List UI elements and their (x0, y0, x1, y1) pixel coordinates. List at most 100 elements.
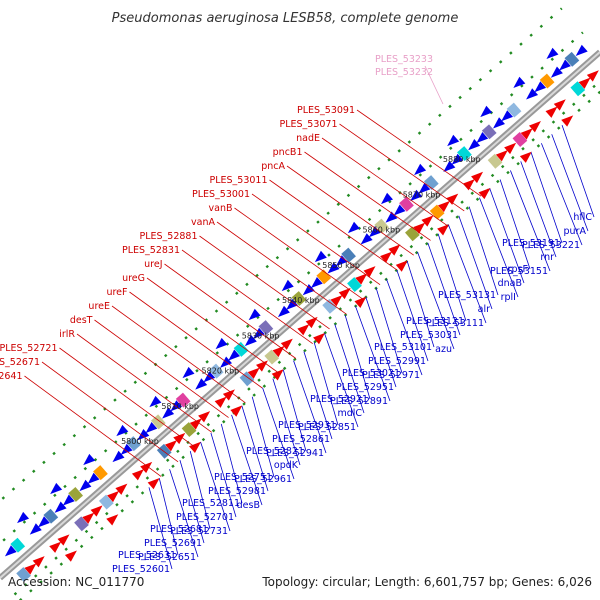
reverse-gene-51-shape (418, 182, 431, 194)
reverse-gene-7 (54, 501, 67, 513)
reverse-leader-10 (468, 206, 499, 296)
reverse-leader-33 (231, 414, 263, 506)
reverse-label-9: rplI (501, 292, 516, 303)
map-title: Pseudomonas aeruginosa LESB58, complete … (112, 11, 459, 26)
reverse-label-13: PLES_53121 (406, 316, 464, 327)
forward-gene-59 (495, 150, 508, 162)
reverse-label-27: PLES_52941 (266, 448, 324, 459)
forward-gene-22 (189, 418, 202, 430)
reverse-gene-outer-8 (50, 482, 63, 495)
reverse-label-23: mdlC (337, 408, 362, 419)
forward-label-2: PLES_53071 (279, 119, 337, 130)
reverse-label-15: azu (435, 344, 452, 355)
forward-label-6: PLES_53011 (209, 175, 267, 186)
reverse-gene-65-shape (534, 80, 547, 93)
forward-box-41-shape (346, 276, 363, 293)
forward-gene-outer-65 (561, 115, 574, 127)
forward-label-4: pncB1 (273, 147, 303, 158)
forward-gene-26 (222, 389, 235, 401)
forward-gene-19-shape (165, 440, 178, 452)
forward-gene-45-shape (380, 251, 393, 263)
forward-box-58-shape (487, 153, 504, 170)
forward-gene-10 (90, 505, 103, 517)
reverse-leader-22 (344, 315, 371, 400)
reverse-box-49-shape (398, 196, 415, 213)
reverse-label-4: PLES_53191 (502, 238, 560, 249)
reverse-box-29-shape (233, 341, 250, 358)
forward-leader-14 (129, 291, 263, 389)
reverse-gene-31-shape (253, 327, 266, 339)
forward-gene-outer-5-shape (64, 550, 77, 562)
forward-leader-5 (286, 165, 414, 256)
reverse-gene-55-shape (451, 153, 464, 165)
reverse-gene-outer-4-shape (17, 511, 30, 524)
forward-gene-40 (338, 287, 351, 300)
reverse-gene-24 (195, 378, 208, 390)
forward-leader-4 (304, 151, 431, 241)
forward-gene-2-shape (24, 563, 37, 575)
forward-gene-62-shape (520, 128, 533, 140)
reverse-gene-47-shape (385, 211, 398, 223)
forward-gene-outer-35 (313, 332, 326, 345)
reverse-label-36: PLES_52731 (170, 526, 228, 537)
forward-gene-32-shape (272, 345, 285, 358)
reverse-box-9 (67, 486, 84, 503)
forward-gene-65-shape (545, 106, 558, 118)
reverse-box-36 (290, 290, 308, 307)
reverse-leader-21 (355, 306, 391, 402)
forward-leader-10 (199, 235, 330, 330)
forward-gene-outer-65-shape (561, 115, 574, 127)
reverse-gene-44 (360, 233, 373, 245)
reverse-box-66 (539, 72, 556, 90)
reverse-gene-37 (302, 284, 315, 296)
reverse-label-26: PLES_52861 (272, 434, 330, 445)
reverse-label-2: purA (564, 226, 587, 237)
forward-gene-59-shape (495, 150, 508, 162)
reverse-gene-outer-28 (215, 337, 228, 350)
reverse-label-14: PLES_53031 (400, 330, 458, 341)
reverse-gene-outer-32 (248, 308, 261, 321)
reverse-box-69 (563, 51, 581, 68)
reverse-box-62-shape (505, 101, 523, 119)
forward-gene-outer-20 (189, 441, 201, 453)
forward-gene-outer-60 (519, 151, 532, 163)
forward-gene-outer-60-shape (519, 151, 532, 163)
forward-gene-39-shape (330, 295, 343, 307)
reverse-leader-4 (530, 152, 563, 244)
reverse-gene-41-shape (335, 255, 348, 267)
reverse-box-56-shape (456, 145, 473, 162)
reverse-leader-14 (427, 242, 461, 336)
summary-text: Topology: circular; Length: 6,601,757 bp… (261, 575, 592, 589)
forward-gene-69-shape (578, 77, 591, 89)
reverse-gene-34-shape (277, 305, 290, 318)
reverse-box-46 (373, 217, 390, 235)
reverse-label-35: PLES_52701 (176, 512, 234, 523)
forward-gene-65 (545, 106, 558, 118)
forward-gene-3-shape (32, 556, 45, 568)
label-leader-lines (24, 65, 595, 570)
reverse-gene-50 (410, 189, 423, 202)
reverse-leader-41 (148, 487, 173, 570)
reverse-gene-20 (162, 407, 175, 419)
reverse-gene-48 (393, 204, 406, 216)
forward-leader-1 (356, 109, 482, 197)
forward-label-1: PLES_53091 (297, 105, 355, 116)
reverse-label-19: PLES_53021 (342, 368, 400, 379)
reverse-leader-32 (241, 405, 269, 492)
forward-gene-outer-45-shape (395, 260, 408, 272)
forward-gene-26-shape (222, 389, 235, 401)
forward-gene-outer-45 (395, 260, 408, 272)
forward-gene-39 (330, 295, 343, 307)
reverse-gene-55 (451, 153, 464, 165)
forward-gene-outer-40-shape (354, 296, 367, 308)
reverse-label-10: PLES_53131 (438, 290, 496, 301)
kbp-tick-9: 5880 kbp (443, 155, 481, 164)
reverse-gene-outer-68-shape (546, 47, 559, 60)
forward-gene-56 (471, 171, 484, 184)
forward-gene-40-shape (338, 287, 351, 300)
forward-label-11: PLES_52831 (122, 245, 180, 256)
reverse-gene-outer-24-shape (182, 366, 195, 379)
reverse-leader-30 (262, 387, 295, 480)
forward-gene-32 (272, 345, 285, 358)
forward-gene-outer-30 (271, 369, 284, 381)
